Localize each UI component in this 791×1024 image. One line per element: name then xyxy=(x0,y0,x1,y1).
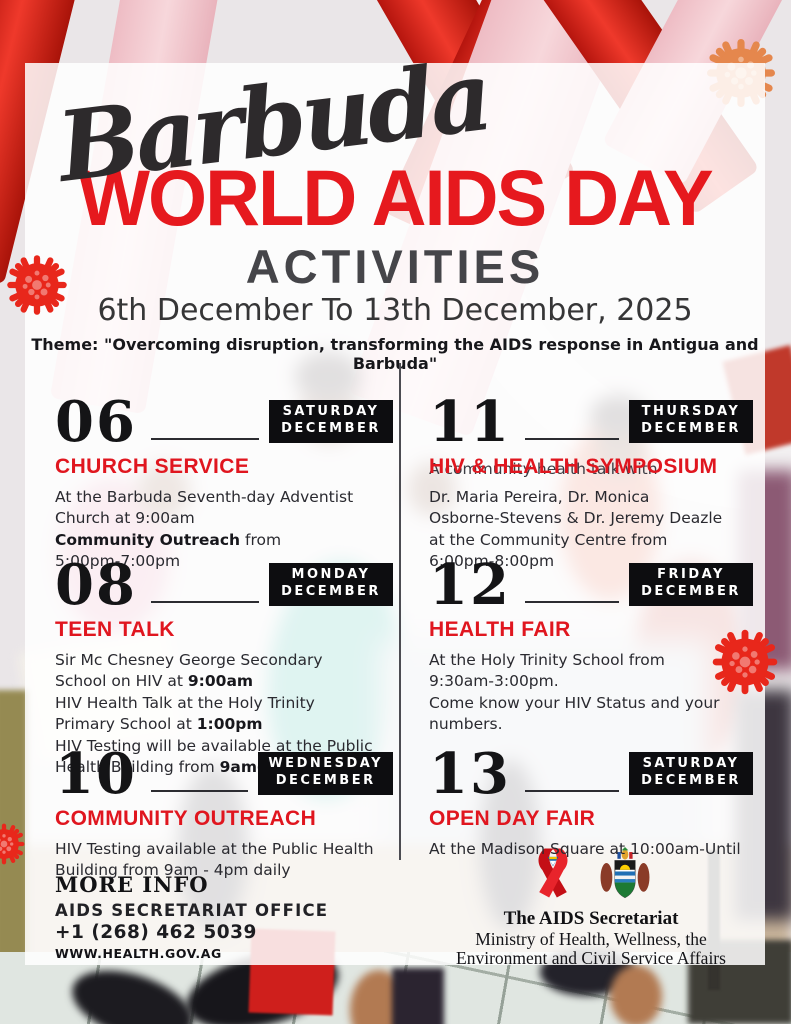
footer-ministry-line2: Environment and Civil Service Affairs xyxy=(456,948,726,969)
event-title: COMMUNITY OUTREACH xyxy=(55,807,317,830)
footer-ministry-line1: Ministry of Health, Wellness, the xyxy=(475,928,707,949)
photo-foot xyxy=(610,965,662,1024)
event-title: CHURCH SERVICE xyxy=(55,455,250,478)
event-community-outreach: 10 WEDNESDAY DECEMBER COMMUNITY OUTREACH HIV… xyxy=(55,740,393,882)
event-day-number: 10 xyxy=(55,740,137,807)
event-weekday: MONDAY xyxy=(291,567,371,582)
event-health-fair: 12 FRIDAY DECEMBER HEALTH FAIR At the Holy T… xyxy=(429,551,753,736)
event-title-area: HEALTH FAIR xyxy=(429,619,753,643)
event-header: 08 MONDAY DECEMBER xyxy=(55,551,393,618)
event-weekday: SATURDAY xyxy=(282,404,380,419)
coat-of-arms-logo xyxy=(598,847,652,905)
more-info-heading: MORE INFO xyxy=(55,872,209,897)
event-church-service: 06 SATURDAY DECEMBER CHURCH SERVICE At the B… xyxy=(55,388,393,573)
event-title-area: COMMUNITY OUTREACH xyxy=(55,808,393,832)
footer-logos xyxy=(429,847,753,905)
event-title: OPEN DAY FAIR xyxy=(429,807,596,830)
event-month: DECEMBER xyxy=(275,772,376,788)
more-info-block: MORE INFO AIDS SECRETARIAT OFFICE +1 (26… xyxy=(55,872,328,961)
virus-icon xyxy=(2,250,72,320)
event-date-badge: SATURDAY DECEMBER xyxy=(269,400,393,443)
event-teen-talk: 08 MONDAY DECEMBER TEEN TALK Sir Mc Chesney … xyxy=(55,551,393,778)
event-weekday: FRIDAY xyxy=(657,567,725,582)
event-title-area: OPEN DAY FAIR xyxy=(429,808,753,832)
event-day-number: 08 xyxy=(55,551,137,618)
more-info-website: WWW.HEALTH.GOV.AG xyxy=(55,946,222,961)
event-day-number: 06 xyxy=(55,388,137,455)
footer-org: The AIDS Secretariat xyxy=(503,908,679,929)
event-month: DECEMBER xyxy=(281,420,381,436)
event-description: At the Madison Square at 10:00am-Until xyxy=(429,840,741,858)
aids-ribbon-logo xyxy=(530,845,576,905)
event-month: DECEMBER xyxy=(281,583,381,599)
event-date-badge: FRIDAY DECEMBER xyxy=(629,563,753,606)
event-day-number: 11 xyxy=(429,388,511,455)
virus-icon xyxy=(0,820,28,868)
event-title-area: A community health talk with HIV & HEALTH… xyxy=(429,456,753,480)
virus-icon xyxy=(707,624,783,700)
event-underline xyxy=(150,438,259,440)
event-header: 12 FRIDAY DECEMBER xyxy=(429,551,753,618)
poster-card: Barbuda WORLD AIDS DAY ACTIVITIES 6th De… xyxy=(25,39,765,968)
event-month: DECEMBER xyxy=(641,583,741,599)
main-title: WORLD AIDS DAY xyxy=(78,154,714,243)
event-description: At the Barbuda Seventh-day Adventist Chur… xyxy=(55,488,354,571)
event-underline xyxy=(524,790,619,792)
event-title: HEALTH FAIR xyxy=(429,618,571,641)
event-month: DECEMBER xyxy=(641,772,741,788)
event-title-area: CHURCH SERVICE xyxy=(55,456,393,480)
theme-line: Theme: "Overcoming disruption, transform… xyxy=(31,335,759,373)
event-date-badge: MONDAY DECEMBER xyxy=(269,563,393,606)
event-title: HIV & HEALTH SYMPOSIUM xyxy=(429,455,718,478)
event-underline xyxy=(524,601,619,603)
event-description: HIV Testing available at the Public Heal… xyxy=(55,840,374,880)
event-title-overlap-text: A community health talk with xyxy=(429,460,658,478)
event-header: 10 WEDNESDAY DECEMBER xyxy=(55,740,393,807)
event-header: 13 SATURDAY DECEMBER xyxy=(429,740,753,807)
event-open-day-fair: 13 SATURDAY DECEMBER OPEN DAY FAIR At the Ma… xyxy=(429,740,753,860)
event-underline xyxy=(524,438,619,440)
event-day-number: 13 xyxy=(429,740,511,807)
event-header: 06 SATURDAY DECEMBER xyxy=(55,388,393,455)
event-hiv-health-symposium: 11 THURSDAY DECEMBER A community health tal… xyxy=(429,388,753,573)
event-weekday: WEDNESDAY xyxy=(268,756,383,771)
event-description: Dr. Maria Pereira, Dr. Monica Osborne-Ste… xyxy=(429,488,723,571)
more-info-phone: +1 (268) 462 5039 xyxy=(55,922,257,943)
event-day-number: 12 xyxy=(429,551,511,618)
event-month: DECEMBER xyxy=(641,420,741,436)
footer-block: The AIDS Secretariat Ministry of Health,… xyxy=(429,847,753,969)
event-date-badge: WEDNESDAY DECEMBER xyxy=(258,752,393,795)
event-title: TEEN TALK xyxy=(55,618,175,641)
more-info-office: AIDS SECRETARIAT OFFICE xyxy=(55,901,329,920)
event-header: 11 THURSDAY DECEMBER xyxy=(429,388,753,455)
event-date-badge: THURSDAY DECEMBER xyxy=(629,400,753,443)
event-weekday: THURSDAY xyxy=(641,404,741,419)
event-weekday: SATURDAY xyxy=(642,756,740,771)
column-divider xyxy=(399,363,401,860)
event-date-badge: SATURDAY DECEMBER xyxy=(629,752,753,795)
event-description: Sir Mc Chesney George Secondary School on… xyxy=(55,651,373,776)
event-title-area: TEEN TALK xyxy=(55,619,393,643)
event-description: At the Holy Trinity School from 9:30am-3:… xyxy=(429,651,720,734)
event-underline xyxy=(150,790,249,792)
event-underline xyxy=(150,601,259,603)
subtitle: ACTIVITIES xyxy=(245,240,545,293)
date-range: 6th December To 13th December, 2025 xyxy=(97,293,693,328)
photo-flipflop xyxy=(392,968,444,1024)
